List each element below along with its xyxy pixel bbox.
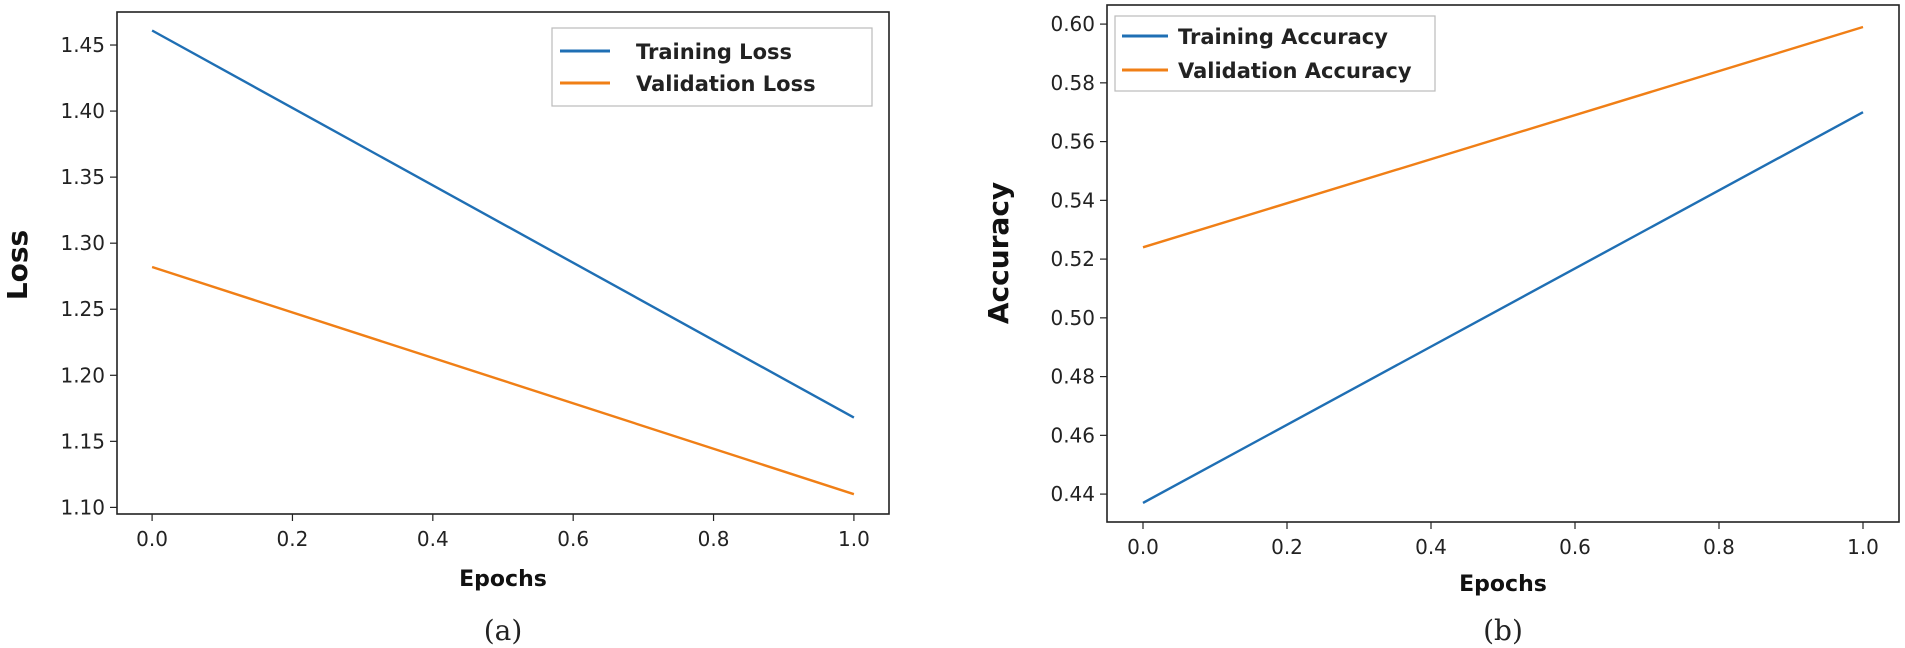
loss-legend: Training Loss Validation Loss: [551, 27, 873, 107]
loss-legend-validation-label: Validation Loss: [636, 72, 816, 96]
loss-y-tick-label: 1.15: [60, 429, 105, 453]
loss-legend-box: [551, 27, 873, 107]
accuracy-x-axis-label: Epochs: [1459, 572, 1547, 597]
caption-a: (a): [484, 614, 523, 647]
accuracy-legend: Training Accuracy Validation Accuracy: [1114, 15, 1436, 92]
loss-x-tick-label: 1.0: [838, 527, 870, 551]
accuracy-x-tick-label: 0.2: [1271, 535, 1303, 559]
accuracy-y-tick-label: 0.56: [1050, 130, 1095, 154]
accuracy-y-tick-label: 0.52: [1050, 247, 1095, 271]
loss-x-tick-label: 0.0: [136, 527, 168, 551]
loss-series-validation: [151, 265, 855, 496]
accuracy-plot-frame: [1106, 4, 1900, 523]
loss-x-tick-label: 0.4: [417, 527, 449, 551]
loss-x-tick-label: 0.2: [277, 527, 309, 551]
loss-y-tick-label: 1.35: [60, 165, 105, 189]
accuracy-y-tick-label: 0.60: [1050, 12, 1095, 36]
accuracy-series-training: [1142, 111, 1864, 504]
accuracy-y-tick-label: 0.58: [1050, 71, 1095, 95]
accuracy-series-validation: [1142, 25, 1864, 249]
loss-x-axis-label: Epochs: [459, 567, 547, 592]
accuracy-y-tick-label: 0.46: [1050, 423, 1095, 447]
accuracy-legend-box: [1114, 15, 1436, 92]
accuracy-y-tick-label: 0.50: [1050, 306, 1095, 330]
loss-y-axis-label: Loss: [1, 230, 34, 300]
accuracy-x-tick-label: 0.4: [1415, 535, 1447, 559]
loss-x-tick-label: 0.8: [698, 527, 730, 551]
accuracy-x-tick-label: 1.0: [1847, 535, 1879, 559]
loss-y-tick-label: 1.10: [60, 495, 105, 519]
accuracy-y-tick-label: 0.48: [1050, 365, 1095, 389]
accuracy-legend-validation-label: Validation Accuracy: [1178, 59, 1412, 83]
accuracy-y-tick-label: 0.54: [1050, 188, 1095, 212]
loss-chart: 0.0 0.2 0.4 0.6 0.8 1.0 1.10 1.15 1.20 1.25 1.30 1.…: [1, 11, 890, 647]
accuracy-x-tick-label: 0.6: [1559, 535, 1591, 559]
accuracy-x-tick-label: 0.0: [1127, 535, 1159, 559]
loss-y-tick-label: 1.30: [60, 231, 105, 255]
accuracy-chart: 0.0 0.2 0.4 0.6 0.8 1.0 0.44 0.46 0.48 0.50 0.52 0.…: [982, 4, 1900, 647]
loss-series-training: [151, 29, 855, 419]
loss-y-tick-label: 1.45: [60, 33, 105, 57]
accuracy-y-tick-label: 0.44: [1050, 482, 1095, 506]
loss-legend-training-label: Training Loss: [636, 40, 792, 64]
accuracy-legend-training-label: Training Accuracy: [1178, 25, 1388, 49]
accuracy-y-axis-label: Accuracy: [982, 182, 1015, 324]
loss-x-tick-label: 0.6: [557, 527, 589, 551]
loss-y-tick-label: 1.20: [60, 363, 105, 387]
loss-y-tick-label: 1.40: [60, 99, 105, 123]
loss-y-tick-label: 1.25: [60, 297, 105, 321]
accuracy-x-tick-label: 0.8: [1703, 535, 1735, 559]
caption-b: (b): [1483, 614, 1523, 647]
loss-plot-frame: [116, 11, 890, 515]
